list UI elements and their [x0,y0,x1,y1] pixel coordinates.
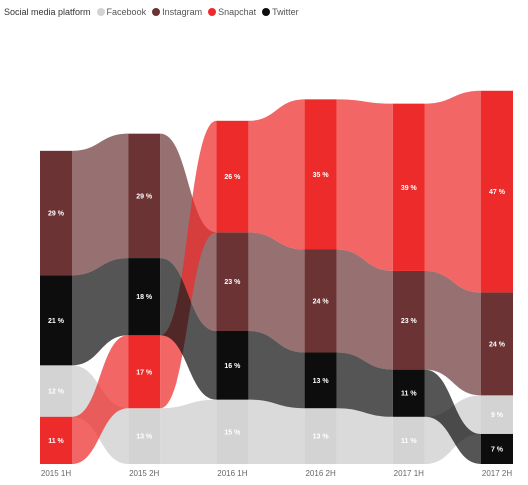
legend-label-twitter: Twitter [272,7,299,17]
ribbon-instagram-3-4 [336,249,393,370]
data-label-facebook-2017-2h: 9 % [491,412,504,419]
data-label-snapchat-2016-1h: 26 % [224,174,241,181]
data-label-instagram-2016-1h: 23 % [224,279,241,286]
x-tick-label-2015-1h: 2015 1H [41,469,71,478]
data-label-facebook-2016-1h: 15 % [224,429,241,436]
data-label-facebook-2016-2h: 13 % [313,434,330,441]
bar-twitter-2016-2h[interactable] [304,352,337,409]
bar-twitter-2017-2h[interactable] [481,433,513,464]
legend: Social media platform Facebook Instagram… [4,4,305,20]
data-label-snapchat-2017-2h: 47 % [489,189,506,196]
bar-twitter-2017-1h[interactable] [392,369,425,417]
bar-facebook-2015-1h[interactable] [40,365,72,417]
bar-snapchat-2015-2h[interactable] [128,335,161,409]
x-tick-label-2017-1h: 2017 1H [394,469,424,478]
bar-facebook-2017-2h[interactable] [481,395,513,434]
data-label-instagram-2017-1h: 23 % [401,318,418,325]
ribbon-facebook-1-2 [160,399,217,464]
data-label-twitter-2015-1h: 21 % [48,318,65,325]
bar-twitter-2015-1h[interactable] [40,275,72,366]
bar-snapchat-2016-1h[interactable] [216,120,249,233]
ribbon-snapchat-2-3 [248,99,305,250]
legend-entry-twitter[interactable]: Twitter [262,7,299,17]
bar-facebook-2016-1h[interactable] [216,399,249,464]
bar-instagram-2017-2h[interactable] [481,292,513,396]
data-label-facebook-2015-2h: 13 % [136,434,153,441]
bar-twitter-2015-2h[interactable] [128,258,161,336]
x-tick-label-2017-2h: 2017 2H [482,469,512,478]
ribbons-layer [72,90,481,464]
legend-label-instagram: Instagram [162,7,203,17]
data-label-instagram-2015-2h: 29 % [136,193,153,200]
ribbon-instagram-0-1 [72,133,129,276]
legend-entry-facebook[interactable]: Facebook [96,7,147,17]
data-label-twitter-2016-1h: 16 % [224,363,241,370]
data-label-twitter-2016-2h: 13 % [313,378,330,385]
bar-snapchat-2015-1h[interactable] [40,416,72,464]
bar-instagram-2016-2h[interactable] [304,249,337,353]
bar-twitter-2016-1h[interactable] [216,331,249,400]
facebook-legend-dot [96,8,105,16]
bar-instagram-2015-1h[interactable] [40,150,72,276]
data-label-snapchat-2017-1h: 39 % [401,185,418,192]
legend-title: Social media platform [4,7,91,17]
ribbon-instagram-4-5 [424,270,481,396]
bar-facebook-2016-2h[interactable] [304,408,337,464]
twitter-legend-dot [262,8,271,16]
ribbon-twitter-0-1 [72,258,129,366]
data-label-twitter-2015-2h: 18 % [136,294,153,301]
ribbon-snapchat-3-4 [336,99,393,271]
x-tick-label-2016-1h: 2016 1H [217,469,247,478]
data-label-snapchat-2015-1h: 11 % [48,438,64,445]
bar-snapchat-2017-1h[interactable] [392,103,425,271]
legend-entry-instagram[interactable]: Instagram [152,7,202,17]
bar-facebook-2017-1h[interactable] [392,416,425,464]
x-tick-label-2016-2h: 2016 2H [305,469,335,478]
bar-facebook-2015-2h[interactable] [128,408,161,464]
data-label-instagram-2016-2h: 24 % [313,298,330,305]
bar-instagram-2015-2h[interactable] [128,133,161,259]
data-labels-layer: 12 % 29 % 11 % 21 % 13 % 29 % 17 % 18 % 15 % 23 %… [48,172,506,454]
bar-instagram-2017-1h[interactable] [392,270,425,370]
ribbon-twitter-3-4 [336,352,393,417]
bars-layer [40,90,513,464]
bar-snapchat-2017-2h[interactable] [481,90,513,293]
bar-instagram-2016-1h[interactable] [216,232,249,332]
legend-label-snapchat: Snapchat [218,7,257,17]
instagram-legend-dot [152,8,161,16]
ribbon-twitter-1-2 [160,258,217,400]
data-label-instagram-2015-1h: 29 % [48,211,65,218]
data-label-snapchat-2015-2h: 17 % [136,369,153,376]
data-label-twitter-2017-1h: 11 % [401,391,417,398]
data-label-facebook-2015-1h: 12 % [48,389,65,396]
x-tick-label-2015-2h: 2015 2H [129,469,159,478]
ribbon-twitter-4-5 [424,369,481,464]
data-label-facebook-2017-1h: 11 % [401,438,417,445]
data-label-twitter-2017-2h: 7 % [491,446,504,453]
legend-entry-snapchat[interactable]: Snapchat [208,7,256,17]
data-label-instagram-2017-2h: 24 % [489,341,506,348]
bar-snapchat-2016-2h[interactable] [304,99,337,250]
data-label-snapchat-2016-2h: 35 % [313,172,330,179]
ribbon-instagram-2-3 [248,232,305,353]
ribbon-snapchat-0-1 [72,335,129,464]
ribbon-facebook-2-3 [248,399,305,464]
snapchat-legend-dot [208,8,217,16]
ribbon-twitter-2-3 [248,331,305,409]
ribbon-facebook-3-4 [336,408,393,464]
legend-label-facebook: Facebook [106,7,147,17]
x-axis: 2015 1H 2015 2H 2016 1H 2016 2H 2017 1H 2017 … [41,469,512,478]
ribbon-snapchat-4-5 [424,90,481,293]
